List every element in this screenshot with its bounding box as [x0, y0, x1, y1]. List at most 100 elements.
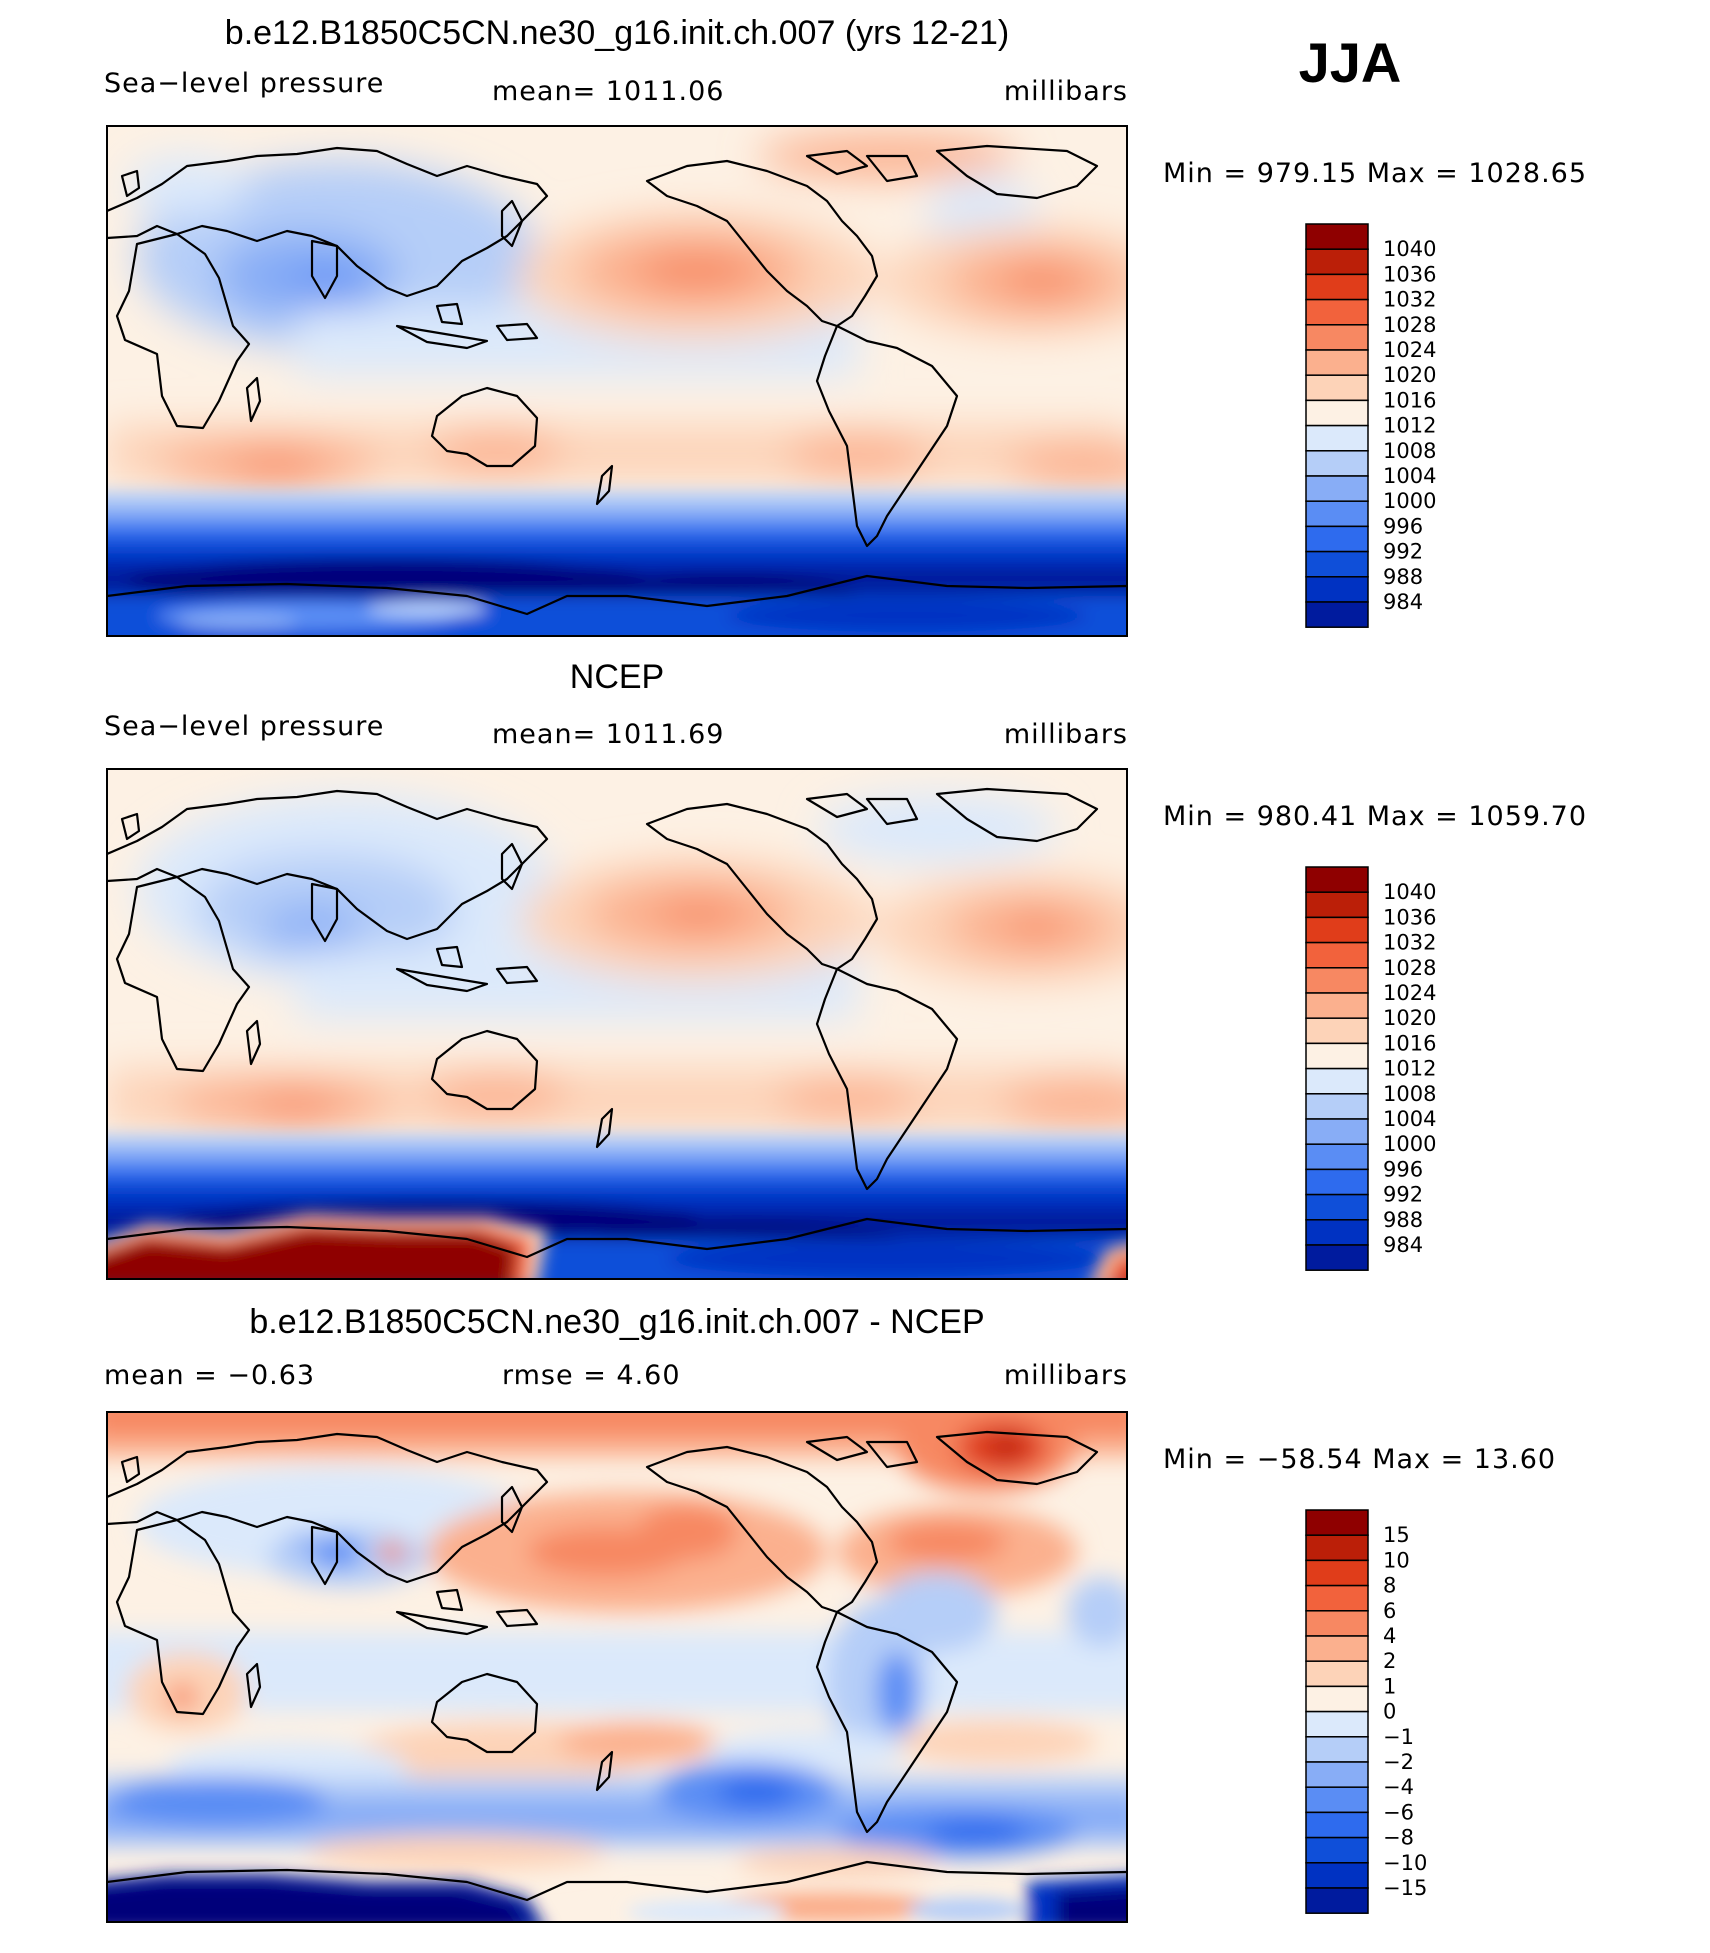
colorbar-tick-label: 6 [1383, 1599, 1396, 1623]
panel-title: NCEP [570, 658, 664, 696]
colorbar-box [1305, 324, 1369, 351]
panel-title: b.e12.B1850C5CN.ne30_g16.init.ch.007 (yr… [225, 14, 1009, 52]
colorbar-box [1305, 525, 1369, 553]
colorbar-box [1305, 1710, 1369, 1738]
colorbar-box [1305, 1660, 1369, 1688]
colorbar-box [1305, 1509, 1369, 1536]
colorbar-tick-label: 2 [1383, 1649, 1396, 1673]
colorbar-tick-label: −1 [1383, 1725, 1414, 1749]
colorbar-tick-label: 4 [1383, 1624, 1396, 1648]
colorbar-box [1305, 1786, 1369, 1814]
colorbar-tick-label: 1008 [1383, 439, 1436, 463]
colorbar-box [1305, 992, 1369, 1019]
colorbar-tick-label: −15 [1383, 1876, 1427, 1900]
colorbar-tick-label: 1024 [1383, 338, 1436, 362]
colorbar-tick-label: 1020 [1383, 363, 1436, 387]
colorbar-tick-label: 1036 [1383, 262, 1436, 286]
colorbar-box [1305, 1143, 1369, 1171]
colorbar-tick-label: 1000 [1383, 489, 1436, 513]
colorbar-tick-label: 992 [1383, 540, 1423, 564]
mean-label: mean = −0.63 [104, 1360, 315, 1391]
colorbar-box [1305, 273, 1369, 301]
variable-label: Sea−level pressure [104, 68, 384, 99]
colorbar-tick-label: 1028 [1383, 313, 1436, 337]
colorbar-box [1305, 1219, 1369, 1246]
minmax-label: Min = 980.41 Max = 1059.70 [1163, 801, 1587, 832]
colorbar-tick-label: 984 [1383, 1233, 1423, 1257]
colorbar-box [1305, 1244, 1369, 1271]
colorbar-box [1305, 1685, 1369, 1713]
colorbar-model: 1040103610321028102410201016101210081004… [1305, 223, 1436, 628]
units-label: millibars [1004, 76, 1128, 107]
colorbar-box [1305, 424, 1369, 452]
colorbar-box [1305, 1862, 1369, 1889]
colorbar-tick-label: 1032 [1383, 931, 1436, 955]
map-ncep [106, 768, 1128, 1280]
colorbar-tick-label: 1024 [1383, 981, 1436, 1005]
colorbar-box [1305, 399, 1369, 427]
colorbar-tick-label: −6 [1383, 1800, 1414, 1824]
colorbar-tick-label: 1020 [1383, 1006, 1436, 1030]
colorbar-box [1305, 1093, 1369, 1120]
units-label: millibars [1004, 719, 1128, 750]
minmax-label: Min = 979.15 Max = 1028.65 [1163, 158, 1587, 189]
colorbar-tick-label: 996 [1383, 1157, 1423, 1181]
colorbar-tick-label: 1036 [1383, 905, 1436, 929]
colorbar-box [1305, 298, 1369, 326]
colorbar-box [1305, 1017, 1369, 1045]
colorbar-box [1305, 941, 1369, 969]
colorbar-tick-label: 1004 [1383, 1107, 1436, 1131]
colorbar-tick-label: 1 [1383, 1674, 1396, 1698]
colorbar-box [1305, 1193, 1369, 1221]
colorbar-box [1305, 550, 1369, 578]
colorbar-tick-label: 1012 [1383, 1057, 1436, 1081]
minmax-label: Min = −58.54 Max = 13.60 [1163, 1444, 1556, 1475]
mean-label: mean= 1011.69 [492, 719, 724, 750]
colorbar-tick-label: 0 [1383, 1700, 1396, 1724]
colorbar-box [1305, 1067, 1369, 1095]
colorbar-tick-label: 1016 [1383, 388, 1436, 412]
map-diff [106, 1411, 1128, 1923]
colorbar-box [1305, 1118, 1369, 1145]
colorbar-tick-label: −10 [1383, 1851, 1427, 1875]
colorbar-box [1305, 1534, 1369, 1562]
colorbar-tick-label: 1008 [1383, 1082, 1436, 1106]
colorbar-box [1305, 916, 1369, 944]
colorbar-tick-label: 988 [1383, 565, 1423, 589]
colorbar-box [1305, 1610, 1369, 1637]
colorbar-tick-label: 1040 [1383, 880, 1436, 904]
colorbar-box [1305, 1559, 1369, 1587]
map-model [106, 125, 1128, 637]
colorbar-box [1305, 248, 1369, 276]
colorbar-box [1305, 1168, 1369, 1196]
colorbar-tick-label: 988 [1383, 1208, 1423, 1232]
colorbar-box [1305, 349, 1369, 376]
colorbar-box [1305, 475, 1369, 502]
colorbar-tick-label: 10 [1383, 1548, 1410, 1572]
colorbar-box [1305, 967, 1369, 994]
colorbar-box [1305, 601, 1369, 628]
colorbar-box [1305, 374, 1369, 402]
colorbar-tick-label: 8 [1383, 1574, 1396, 1598]
colorbar-tick-label: 984 [1383, 590, 1423, 614]
colorbar-box [1305, 1042, 1369, 1070]
panel-model: b.e12.B1850C5CN.ne30_g16.init.ch.007 (yr… [104, 14, 1587, 637]
colorbar-box [1305, 1761, 1369, 1788]
colorbar-tick-label: 996 [1383, 514, 1423, 538]
rmse-label: rmse = 4.60 [502, 1360, 681, 1391]
colorbar-box [1305, 1736, 1369, 1763]
colorbar-box [1305, 1811, 1369, 1839]
season-label: JJA [1299, 31, 1402, 94]
colorbar-tick-label: 1012 [1383, 414, 1436, 438]
panel-diff: b.e12.B1850C5CN.ne30_g16.init.ch.007 - N… [104, 1303, 1556, 1923]
colorbar-tick-label: 1004 [1383, 464, 1436, 488]
colorbar-ncep: 1040103610321028102410201016101210081004… [1305, 866, 1436, 1271]
colorbar-box [1305, 223, 1369, 250]
colorbar-tick-label: 1040 [1383, 237, 1436, 261]
colorbar-tick-label: 15 [1383, 1523, 1410, 1547]
colorbar-tick-label: 992 [1383, 1183, 1423, 1207]
colorbar-box [1305, 891, 1369, 919]
colorbar-box [1305, 866, 1369, 893]
